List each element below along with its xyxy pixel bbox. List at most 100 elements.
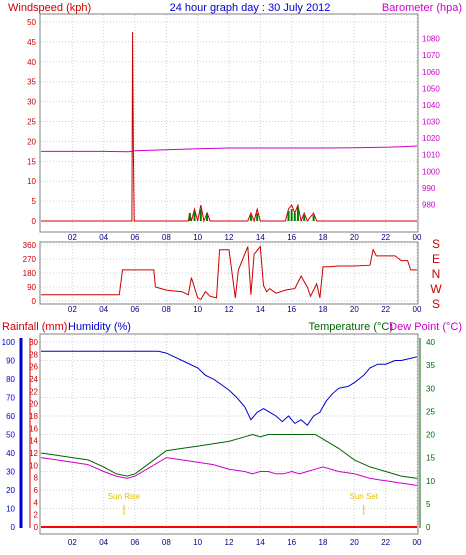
x-tick-label: 00 — [413, 538, 422, 547]
series-layer — [40, 31, 418, 528]
humidity-tick-label: 60 — [6, 412, 15, 421]
x-tick-label: 00 — [413, 305, 422, 314]
x-tick-label: 22 — [381, 305, 390, 314]
windspeed-tick-label: 5 — [32, 197, 37, 206]
temperature-tick-label: 20 — [426, 431, 435, 440]
rain-tick-label: 26 — [29, 363, 38, 372]
compass-label: N — [432, 267, 441, 281]
x-tick-label: 22 — [381, 233, 390, 242]
x-tick-label: 12 — [225, 233, 234, 242]
x-tick-label: 18 — [319, 233, 328, 242]
x-tick-label: 06 — [131, 538, 140, 547]
rain-tick-label: 18 — [29, 412, 38, 421]
humidity-tick-label: 80 — [6, 375, 15, 384]
x-tick-label: 14 — [256, 305, 265, 314]
rain-tick-label: 6 — [34, 486, 39, 495]
humidity-tick-label: 20 — [6, 486, 15, 495]
x-tick-label: 02 — [68, 233, 77, 242]
temperature-tick-label: 0 — [426, 523, 431, 532]
windspeed-tick-label: 50 — [27, 18, 36, 27]
x-tick-label: 04 — [99, 305, 108, 314]
barometer-axis-label: Barometer (hpa) — [382, 2, 462, 14]
x-tick-label: 22 — [381, 538, 390, 547]
temperature-tick-label: 30 — [426, 384, 435, 393]
rain-tick-label: 14 — [29, 437, 38, 446]
temperature-tick-label: 35 — [426, 361, 435, 370]
windspeed-tick-label: 10 — [27, 177, 36, 186]
x-tick-label: 08 — [162, 305, 171, 314]
x-tick-label: 04 — [99, 233, 108, 242]
x-tick-label: 08 — [162, 538, 171, 547]
barometer-tick-label: 990 — [422, 184, 436, 193]
barometer-tick-label: 1050 — [422, 84, 440, 93]
windspeed-tick-label: 30 — [27, 98, 36, 107]
barometer-tick-label: 1080 — [422, 35, 440, 44]
compass-label: S — [432, 237, 440, 251]
barometer-tick-label: 1030 — [422, 118, 440, 127]
humidity-tick-label: 0 — [11, 523, 16, 532]
windspeed-tick-label: 40 — [27, 58, 36, 67]
barometer-tick-label: 1020 — [422, 134, 440, 143]
compass-label: W — [430, 282, 442, 296]
direction-tick-label: 180 — [23, 269, 37, 278]
sun-annotation: Sun Rise — [108, 492, 141, 501]
windspeed-tick-label: 20 — [27, 137, 36, 146]
barometer-tick-label: 1000 — [422, 167, 440, 176]
windspeed-tick-label: 0 — [32, 217, 37, 226]
x-tick-label: 20 — [350, 233, 359, 242]
x-tick-label: 14 — [256, 233, 265, 242]
temperature-tick-label: 10 — [426, 477, 435, 486]
barometer-tick-label: 1070 — [422, 51, 440, 60]
rain-tick-label: 12 — [29, 449, 38, 458]
temperature-tick-label: 40 — [426, 338, 435, 347]
annotation-layer: Sun Rise Sun Set — [108, 492, 379, 515]
direction-tick-label: 90 — [27, 283, 36, 292]
windspeed-tick-label: 45 — [27, 38, 36, 47]
rain-tick-label: 22 — [29, 387, 38, 396]
humidity-tick-label: 70 — [6, 394, 15, 403]
x-tick-label: 10 — [193, 538, 202, 547]
humidity-line — [41, 350, 418, 427]
direction-tick-label: 270 — [23, 255, 37, 264]
compass-label: E — [432, 252, 440, 266]
wind-direction-line — [41, 245, 417, 301]
temperature-tick-label: 15 — [426, 454, 435, 463]
x-tick-label: 00 — [413, 233, 422, 242]
x-tick-label: 16 — [287, 233, 296, 242]
humidity-tick-label: 90 — [6, 357, 15, 366]
rain-tick-label: 16 — [29, 424, 38, 433]
temperature-axis-label: Temperature (°C) — [309, 321, 393, 333]
rain-tick-label: 24 — [29, 375, 38, 384]
humidity-axis-label: Humidity (%) — [68, 321, 131, 333]
rainfall-axis-label: Rainfall (mm) — [2, 321, 67, 333]
rain-tick-label: 10 — [29, 461, 38, 470]
x-tick-label: 18 — [319, 305, 328, 314]
x-tick-label: 06 — [131, 305, 140, 314]
x-tick-label: 20 — [350, 305, 359, 314]
temperature-tick-label: 5 — [426, 500, 431, 509]
sun-annotation: Sun Set — [349, 492, 378, 501]
x-tick-label: 18 — [319, 538, 328, 547]
grid-layer — [41, 15, 418, 533]
humidity-tick-label: 50 — [6, 431, 15, 440]
humidity-tick-label: 10 — [6, 505, 15, 514]
rain-tick-label: 8 — [34, 474, 39, 483]
x-tick-label: 10 — [193, 233, 202, 242]
humidity-tick-label: 30 — [6, 468, 15, 477]
x-tick-label: 16 — [287, 305, 296, 314]
x-tick-label: 08 — [162, 233, 171, 242]
windspeed-tick-label: 15 — [27, 157, 36, 166]
humidity-tick-label: 40 — [6, 449, 15, 458]
compass-label: S — [432, 297, 440, 311]
x-tick-label: 16 — [287, 538, 296, 547]
direction-tick-label: 360 — [23, 241, 37, 250]
rain-tick-label: 2 — [34, 511, 39, 520]
x-tick-label: 20 — [350, 538, 359, 547]
dewpoint-axis-label: Dew Point (°C) — [389, 321, 462, 333]
direction-tick-label: 0 — [32, 297, 37, 306]
x-tick-label: 02 — [68, 538, 77, 547]
windspeed-tick-label: 35 — [27, 78, 36, 87]
x-tick-label: 02 — [68, 305, 77, 314]
temperature-tick-label: 25 — [426, 407, 435, 416]
